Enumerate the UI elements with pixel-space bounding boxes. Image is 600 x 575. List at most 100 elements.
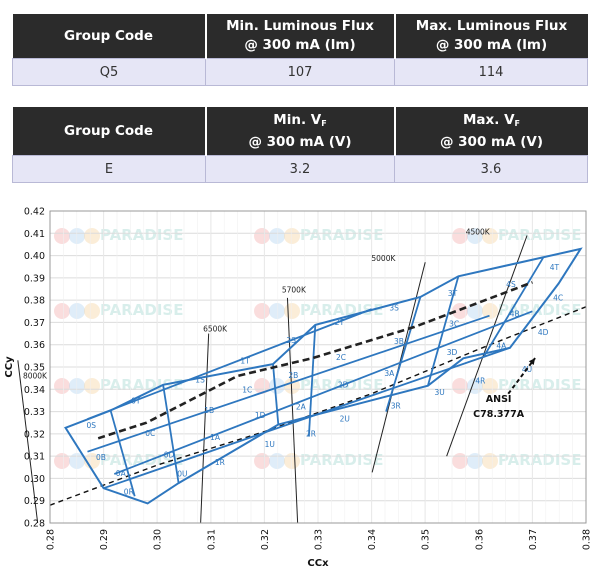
cct-label: 8000K (23, 372, 48, 381)
header-min-vf: Min. VF @ 300 mA (V) (204, 107, 395, 156)
ansi-annotation: C78.377A (473, 409, 525, 420)
x-tick-label: 0.29 (99, 529, 110, 550)
watermark-logo (254, 378, 270, 394)
bin-divider-line (162, 384, 180, 484)
y-tick-label: 0.36 (24, 340, 45, 351)
bin-outline (64, 247, 583, 505)
bin-label: 0U (177, 469, 187, 478)
watermark-logo (269, 378, 285, 394)
x-tick-label: 0.32 (260, 529, 271, 550)
bin-label: 3C (449, 319, 459, 328)
cell-max-flux: 114 (394, 58, 588, 86)
x-tick-label: 0.30 (153, 529, 164, 550)
cell-group-code: E (12, 155, 206, 183)
y-tick-label: 0.39 (24, 273, 45, 284)
bin-label: 4T (550, 263, 560, 272)
y-tick-label: 0.37 (24, 318, 45, 329)
chromaticity-chart: PARADISE PARADISE PARADISE PARADISE PARADISE… (4, 207, 593, 570)
watermark-logo (284, 228, 300, 244)
bin-label: 0R (124, 487, 134, 496)
bin-label: 2U (340, 415, 350, 424)
cell-min-vf: 3.2 (205, 155, 395, 183)
bin-label: 1U (265, 440, 275, 449)
bin-label: 1T (240, 357, 250, 366)
watermark-logo (452, 378, 468, 394)
y-tick-label: 0.38 (24, 296, 45, 307)
bin-label: 2C (336, 353, 346, 362)
x-tick-label: 0.38 (582, 529, 593, 550)
watermark-logo (467, 453, 483, 469)
chart-axes: 0.28 0.29 0.30 0.31 0.32 0.33 0.34 0.35 0.36 0.37… (4, 207, 593, 570)
x-tick-label: 0.34 (367, 529, 378, 550)
x-axis-label: CCx (307, 558, 329, 569)
bin-label: 3A (384, 369, 395, 378)
bin-divider-line (109, 410, 136, 497)
bin-grid (64, 247, 583, 505)
watermark-logo (54, 453, 70, 469)
y-tick-label: 0.32 (24, 429, 45, 440)
watermark-logo (452, 228, 468, 244)
watermark-logo (482, 378, 498, 394)
bin-label: 1C (242, 385, 252, 394)
bin-label: 0B (96, 453, 106, 462)
cct-label: 6500K (203, 324, 228, 333)
ansi-annotation: ANSI (486, 394, 512, 405)
watermark-logo (254, 453, 270, 469)
bin-label: 1A (210, 433, 221, 442)
bin-label: 3S (389, 304, 399, 313)
cct-line-6500k (200, 333, 210, 524)
y-tick-label: 0.41 (24, 229, 45, 240)
bin-label: 1R (215, 458, 225, 467)
watermark-logo (54, 303, 70, 319)
y-tick-label: 0.29 (24, 496, 45, 507)
header-group-code: Group Code (12, 14, 206, 59)
watermark-logo (482, 303, 498, 319)
y-tick-label: 0.34 (24, 385, 45, 396)
x-tick-label: 0.37 (528, 529, 539, 550)
planckian-locus (49, 306, 587, 506)
bin-label: 1D (255, 411, 266, 420)
watermark-text: PARADISE (498, 226, 581, 244)
watermark-logo (84, 303, 100, 319)
bin-divider-line (87, 308, 372, 420)
header-group-code: Group Code (12, 107, 206, 156)
bin-label: 4S (506, 280, 516, 289)
bin-divider-line (483, 257, 544, 357)
watermark-logo (482, 228, 498, 244)
y-axis-label: CCy (4, 356, 15, 378)
x-tick-label: 0.28 (46, 529, 57, 550)
bin-label: 2D (338, 380, 349, 389)
bin-label: 4C (553, 293, 563, 302)
ansi-arrow-head (528, 358, 536, 365)
bin-label: 0T (131, 396, 141, 405)
bin-label: 2T (335, 318, 345, 327)
watermark-text: PARADISE (100, 376, 183, 394)
watermark-logo (84, 228, 100, 244)
cct-lines (17, 235, 528, 524)
bin-label: 2B (288, 371, 298, 380)
bin-divider-line (113, 310, 533, 475)
bin-divider-line (272, 364, 280, 425)
bin-label: 1S (195, 376, 205, 385)
bin-label: 3T (448, 289, 458, 298)
y-tick-label: 0.30 (24, 474, 45, 485)
bin-label: 1B (204, 406, 214, 415)
watermark-text: PARADISE (498, 451, 581, 469)
bin-label: 3D (447, 348, 458, 357)
watermark-logo (269, 228, 285, 244)
header-max-vf: Max. VF @ 300 mA (V) (393, 107, 588, 156)
forward-voltage-table: Group Code Min. VF @ 300 mA (V) Max. VF @ … (12, 107, 588, 183)
watermark-logo (482, 453, 498, 469)
cct-label: 4500K (466, 227, 491, 236)
bin-label: 3R (391, 401, 401, 410)
y-tick-label: 0.42 (24, 207, 45, 218)
bin-label: 4A (496, 342, 507, 351)
y-tick-label: 0.40 (24, 251, 45, 262)
bin-label: 4B (510, 310, 520, 319)
bin-label: 2R (306, 429, 316, 438)
watermark-text: PARADISE (100, 301, 183, 319)
x-tick-label: 0.35 (421, 529, 432, 550)
plot-frame (49, 210, 587, 524)
y-tick-label: 0.33 (24, 407, 45, 418)
planckian-locus-line (49, 306, 587, 506)
